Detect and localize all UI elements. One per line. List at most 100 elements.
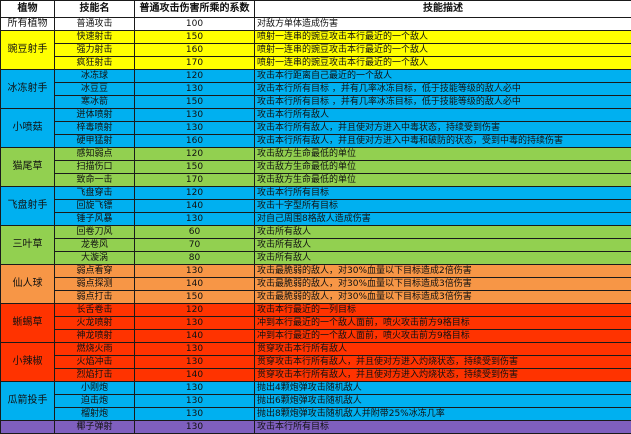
skill-name-cell: 快速射击 — [55, 31, 135, 44]
description-cell: 贯穿攻击本行所有敌人，并且使对方进入灼烧状态，持续受到伤害 — [255, 356, 631, 369]
skill-name-cell: 硬甲猛射 — [55, 135, 135, 148]
skill-name-cell: 回卷刀风 — [55, 226, 135, 239]
plant-name-cell: 小喷菇 — [1, 109, 55, 148]
skill-name-cell: 致命一击 — [55, 174, 135, 187]
skill-name-cell: 迫击炮 — [55, 395, 135, 408]
description-cell: 贯穿攻击本行所有敌人 — [255, 343, 631, 356]
description-cell: 对自己周围8格敌人造成伤害 — [255, 213, 631, 226]
description-cell: 攻击最脆弱的敌人，对30%血量以下目标造成2倍伤害 — [255, 265, 631, 278]
skill-name-cell: 椰子弹射 — [55, 421, 135, 434]
description-cell: 攻击所有敌人 — [255, 252, 631, 265]
description-cell: 攻击十字型所有目标 — [255, 200, 631, 213]
plant-name-cell: 豌豆射手 — [1, 31, 55, 70]
description-cell: 攻击敌方生命最低的单位 — [255, 174, 631, 187]
plant-name-cell — [1, 421, 55, 434]
plant-name-cell: 三叶草 — [1, 226, 55, 265]
plant-name-cell: 飞盘射手 — [1, 187, 55, 226]
coefficient-cell: 130 — [135, 317, 255, 330]
description-cell: 攻击本行所有目标 — [255, 421, 631, 434]
plant-name-cell: 冰冻射手 — [1, 70, 55, 109]
coefficient-cell: 120 — [135, 148, 255, 161]
coefficient-cell: 120 — [135, 187, 255, 200]
description-cell: 贯穿攻击本行所有敌人，并且使对方进入灼烧状态，持续受到伤害 — [255, 369, 631, 382]
description-cell: 攻击本行距离自己最近的一个敌人 — [255, 70, 631, 83]
skill-name-cell: 回旋飞镖 — [55, 200, 135, 213]
skill-name-cell: 弱点打击 — [55, 291, 135, 304]
header-desc: 技能描述 — [255, 1, 631, 18]
skill-name-cell: 强力射击 — [55, 44, 135, 57]
coefficient-cell: 150 — [135, 96, 255, 109]
skill-name-cell: 弱点探测 — [55, 278, 135, 291]
description-cell: 喷射一连串的豌豆攻击本行最近的一个敌人 — [255, 31, 631, 44]
skill-name-cell: 疯狂射击 — [55, 57, 135, 70]
description-cell: 攻击本行所有敌人，并且使对方进入中毒状态，持续受到伤害 — [255, 122, 631, 135]
coefficient-cell: 130 — [135, 83, 255, 96]
coefficient-cell: 130 — [135, 395, 255, 408]
description-cell: 喷射一连串的豌豆攻击本行最近的一个敌人 — [255, 57, 631, 70]
coefficient-cell: 170 — [135, 57, 255, 70]
coefficient-cell: 150 — [135, 31, 255, 44]
coefficient-cell: 130 — [135, 109, 255, 122]
skill-name-cell: 锤子风暴 — [55, 213, 135, 226]
coefficient-cell: 150 — [135, 161, 255, 174]
plant-name-cell: 瓜箭投手 — [1, 382, 55, 421]
coefficient-cell: 160 — [135, 44, 255, 57]
skill-name-cell: 大漩涡 — [55, 252, 135, 265]
coefficient-cell: 100 — [135, 18, 255, 31]
skill-name-cell: 长舌卷击 — [55, 304, 135, 317]
description-cell: 冲到本行最近的一个敌人面前，喷火攻击前方9格目标 — [255, 330, 631, 343]
skill-name-cell: 龙卷风 — [55, 239, 135, 252]
description-cell: 攻击所有敌人 — [255, 226, 631, 239]
description-cell: 攻击本行所有目标 ，并有几率冰冻目标，低于技能等级的敌人必中 — [255, 96, 631, 109]
coefficient-cell: 130 — [135, 421, 255, 434]
plant-name-cell: 蜥蜴草 — [1, 304, 55, 343]
header-plant: 植物 — [1, 1, 55, 18]
description-cell: 攻击本行所有敌人，并且使对方进入中毒和破防的状态，受到中毒的持续伤害 — [255, 135, 631, 148]
coefficient-cell: 150 — [135, 291, 255, 304]
skill-name-cell: 梓毒喷射 — [55, 122, 135, 135]
description-cell: 攻击本行所有敌人 — [255, 109, 631, 122]
description-cell: 抛出8颗炮弹攻击随机敌人并附带25%冰冻几率 — [255, 408, 631, 421]
coefficient-cell: 130 — [135, 382, 255, 395]
coefficient-cell: 130 — [135, 343, 255, 356]
description-cell: 抛出6颗炮弹攻击随机敌人 — [255, 395, 631, 408]
coefficient-cell: 140 — [135, 369, 255, 382]
plant-name-cell: 猫尾草 — [1, 148, 55, 187]
skill-name-cell: 普通攻击 — [55, 18, 135, 31]
description-cell: 抛出4颗炮弹攻击随机敌人 — [255, 382, 631, 395]
header-coef: 普通攻击伤害所乘的系数 — [135, 1, 255, 18]
description-cell: 冲到本行最近的一个敌人面前，喷火攻击前方9格目标 — [255, 317, 631, 330]
skill-name-cell: 弱点看穿 — [55, 265, 135, 278]
skill-name-cell: 火龙喷射 — [55, 317, 135, 330]
description-cell: 攻击本行所有目标 — [255, 187, 631, 200]
plant-name-cell: 所有植物 — [1, 18, 55, 31]
description-cell: 喷射一连串的豌豆攻击本行最近的一个敌人 — [255, 44, 631, 57]
description-cell: 攻击最脆弱的敌人，对30%血量以下目标造成3倍伤害 — [255, 291, 631, 304]
